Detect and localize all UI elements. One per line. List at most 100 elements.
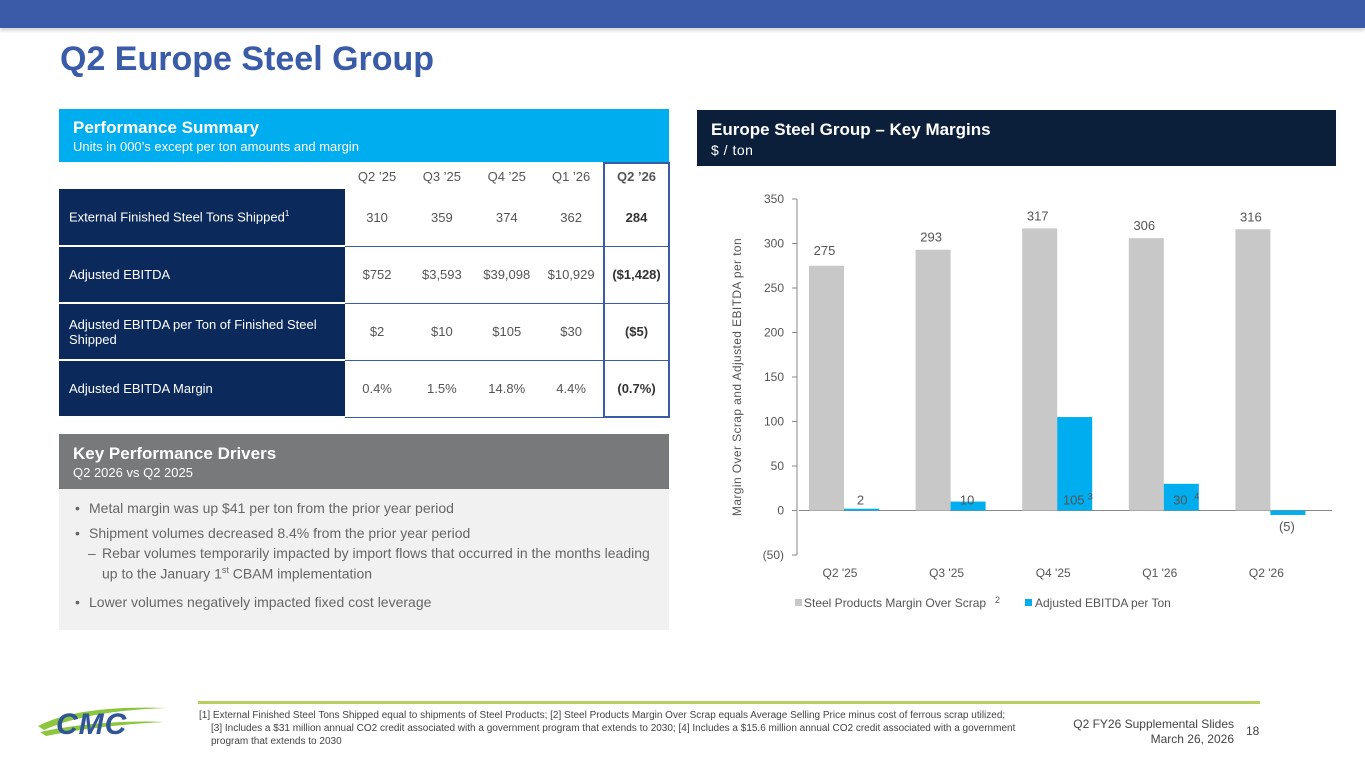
y-tick-label: 300 bbox=[764, 237, 784, 251]
row-label-text: External Finished Steel Tons Shipped bbox=[69, 209, 285, 225]
bar-adjusted-ebitda bbox=[1163, 483, 1199, 511]
chart-header: Europe Steel Group – Key Margins $ / ton bbox=[697, 110, 1336, 166]
list-item: • Lower volumes negatively impacted fixed… bbox=[75, 593, 655, 612]
performance-table: Q2 ’25 Q3 ’25 Q4 ’25 Q1 ’26 Q2 ’26 Exter… bbox=[59, 162, 670, 418]
column-header: Q4 ’25 bbox=[487, 168, 526, 184]
data-label: 275 bbox=[814, 243, 836, 258]
bar-margin-over-scrap bbox=[1022, 228, 1058, 511]
bar-margin-over-scrap bbox=[809, 265, 844, 511]
table-cell: $10,929 bbox=[539, 246, 605, 304]
bullet-icon: • bbox=[75, 500, 80, 516]
y-tick-label: 100 bbox=[764, 415, 784, 429]
table-cell: 374 bbox=[474, 189, 540, 247]
table-cell: $10 bbox=[409, 303, 475, 361]
footnote-marker: 1 bbox=[284, 209, 290, 219]
table-cell: $752 bbox=[344, 246, 410, 304]
bar-margin-over-scrap bbox=[1128, 238, 1164, 511]
table-cell: $30 bbox=[539, 303, 605, 361]
performance-summary-header: Performance Summary Units in 000’s excep… bbox=[59, 109, 669, 162]
bar-adjusted-ebitda bbox=[1057, 417, 1093, 511]
page-number: 18 bbox=[1246, 724, 1260, 738]
y-tick-label: 0 bbox=[777, 504, 784, 518]
bullet-icon: • bbox=[75, 525, 80, 541]
data-label: 316 bbox=[1240, 209, 1262, 224]
y-tick-label: (50) bbox=[763, 548, 784, 562]
sub-item-sup: st bbox=[221, 565, 229, 575]
list-item-text: Metal margin was up $41 per ton from the… bbox=[89, 500, 454, 516]
list-item-text: Lower volumes negatively impacted fixed … bbox=[89, 593, 432, 610]
list-item-text: Shipment volumes decreased 8.4% from the… bbox=[89, 525, 471, 541]
table-row: External Finished Steel Tons Shipped1 31… bbox=[59, 189, 670, 247]
table-cell: 362 bbox=[539, 189, 605, 247]
table-cell-current: (0.7%) bbox=[603, 360, 670, 418]
bar-adjusted-ebitda bbox=[844, 508, 879, 511]
sub-list-item: – Rebar volumes temporarily impacted by i… bbox=[75, 545, 655, 583]
deck-date: March 26, 2026 bbox=[1150, 732, 1234, 746]
table-row: Adjusted EBITDA $752 $3,593 $39,098 $10,… bbox=[59, 246, 670, 304]
table-header-blank bbox=[59, 163, 345, 189]
y-tick-label: 250 bbox=[764, 281, 784, 295]
legend-label-ebitda: Adjusted EBITDA per Ton bbox=[1035, 596, 1171, 610]
table-row: Adjusted EBITDA Margin 0.4% 1.5% 14.8% 4… bbox=[59, 360, 670, 418]
chart-subtitle: $ / ton bbox=[711, 142, 754, 158]
y-axis-label: Margin Over Scrap and Adjusted EBITDA pe… bbox=[730, 238, 744, 516]
bar-margin-over-scrap bbox=[1235, 229, 1271, 511]
column-header-current: Q2 ’26 bbox=[603, 162, 670, 189]
data-label: 30 bbox=[1173, 493, 1187, 508]
bullet-icon: • bbox=[75, 593, 80, 610]
logo-swoosh-lower-icon bbox=[40, 721, 164, 736]
row-label: Adjusted EBITDA bbox=[59, 246, 345, 304]
page-title: Q2 Europe Steel Group bbox=[60, 40, 435, 78]
footer-divider bbox=[198, 701, 1260, 704]
data-label: 2 bbox=[857, 493, 864, 508]
legend-swatch-margin bbox=[795, 599, 802, 606]
column-header: Q2 ’25 bbox=[357, 168, 397, 184]
cmc-logo: CMC bbox=[38, 707, 166, 741]
table-cell: $2 bbox=[344, 303, 410, 361]
deck-name: Q2 FY26 Supplemental Slides bbox=[1073, 717, 1234, 731]
table-cell: $105 bbox=[474, 303, 540, 361]
data-label: 10 bbox=[960, 493, 974, 508]
bar-adjusted-ebitda bbox=[950, 501, 986, 511]
x-tick-label: Q2 '25 bbox=[823, 566, 858, 580]
data-label: 293 bbox=[920, 230, 942, 245]
column-header: Q1 ’26 bbox=[551, 168, 591, 184]
table-cell: 0.4% bbox=[344, 360, 410, 418]
table-cell: 359 bbox=[409, 189, 475, 247]
table-header-row: Q2 ’25 Q3 ’25 Q4 ’25 Q1 ’26 Q2 ’26 bbox=[59, 162, 670, 189]
y-tick-label: 50 bbox=[771, 459, 785, 473]
table-row: Adjusted EBITDA per Ton of Finished Stee… bbox=[59, 303, 670, 361]
key-margins-chart: (50) 0 50 100 150 200 250 300 350 Margin Over Scr… bbox=[730, 192, 1332, 610]
table-cell: 310 bbox=[344, 189, 410, 247]
row-label: Adjusted EBITDA Margin bbox=[59, 360, 345, 418]
performance-summary-subtitle: Units in 000’s except per ton amounts an… bbox=[73, 139, 359, 154]
legend-label-margin: Steel Products Margin Over Scrap bbox=[804, 596, 986, 610]
data-label-footnote: 4 bbox=[1194, 492, 1199, 502]
y-tick-label: 150 bbox=[764, 370, 784, 384]
row-label: External Finished Steel Tons Shipped1 bbox=[59, 189, 345, 247]
performance-summary-title: Performance Summary bbox=[73, 118, 260, 137]
bar-adjusted-ebitda bbox=[1270, 510, 1306, 515]
logo-text: CMC bbox=[56, 708, 128, 741]
table-cell: $39,098 bbox=[474, 246, 540, 304]
data-label: 306 bbox=[1133, 218, 1155, 233]
legend-footnote: 2 bbox=[995, 595, 1000, 605]
list-item: • Metal margin was up $41 per ton from th… bbox=[75, 499, 655, 518]
y-tick-label: 350 bbox=[764, 192, 784, 206]
bar-margin-over-scrap bbox=[915, 249, 951, 511]
sub-item-text-pre: Rebar volumes temporarily impacted by im… bbox=[102, 545, 650, 582]
footnote: [1] External Finished Steel Tons Shipped… bbox=[199, 710, 1016, 747]
x-tick-label: Q1 '26 bbox=[1142, 566, 1177, 580]
legend-swatch-ebitda bbox=[1025, 599, 1032, 606]
chart-title: Europe Steel Group – Key Margins bbox=[711, 120, 991, 139]
data-label: 105 bbox=[1063, 493, 1085, 508]
table-cell-current: 284 bbox=[603, 189, 670, 247]
data-label: (5) bbox=[1279, 519, 1295, 534]
key-drivers-list: • Metal margin was up $41 per ton from th… bbox=[59, 489, 669, 630]
top-banner bbox=[0, 0, 1365, 28]
table-cell: 14.8% bbox=[474, 360, 540, 418]
table-cell: $3,593 bbox=[409, 246, 475, 304]
table-cell-current: ($1,428) bbox=[603, 246, 670, 304]
key-drivers-header: Key Performance Drivers Q2 2026 vs Q2 20… bbox=[59, 434, 669, 489]
x-tick-label: Q2 '26 bbox=[1249, 566, 1284, 580]
